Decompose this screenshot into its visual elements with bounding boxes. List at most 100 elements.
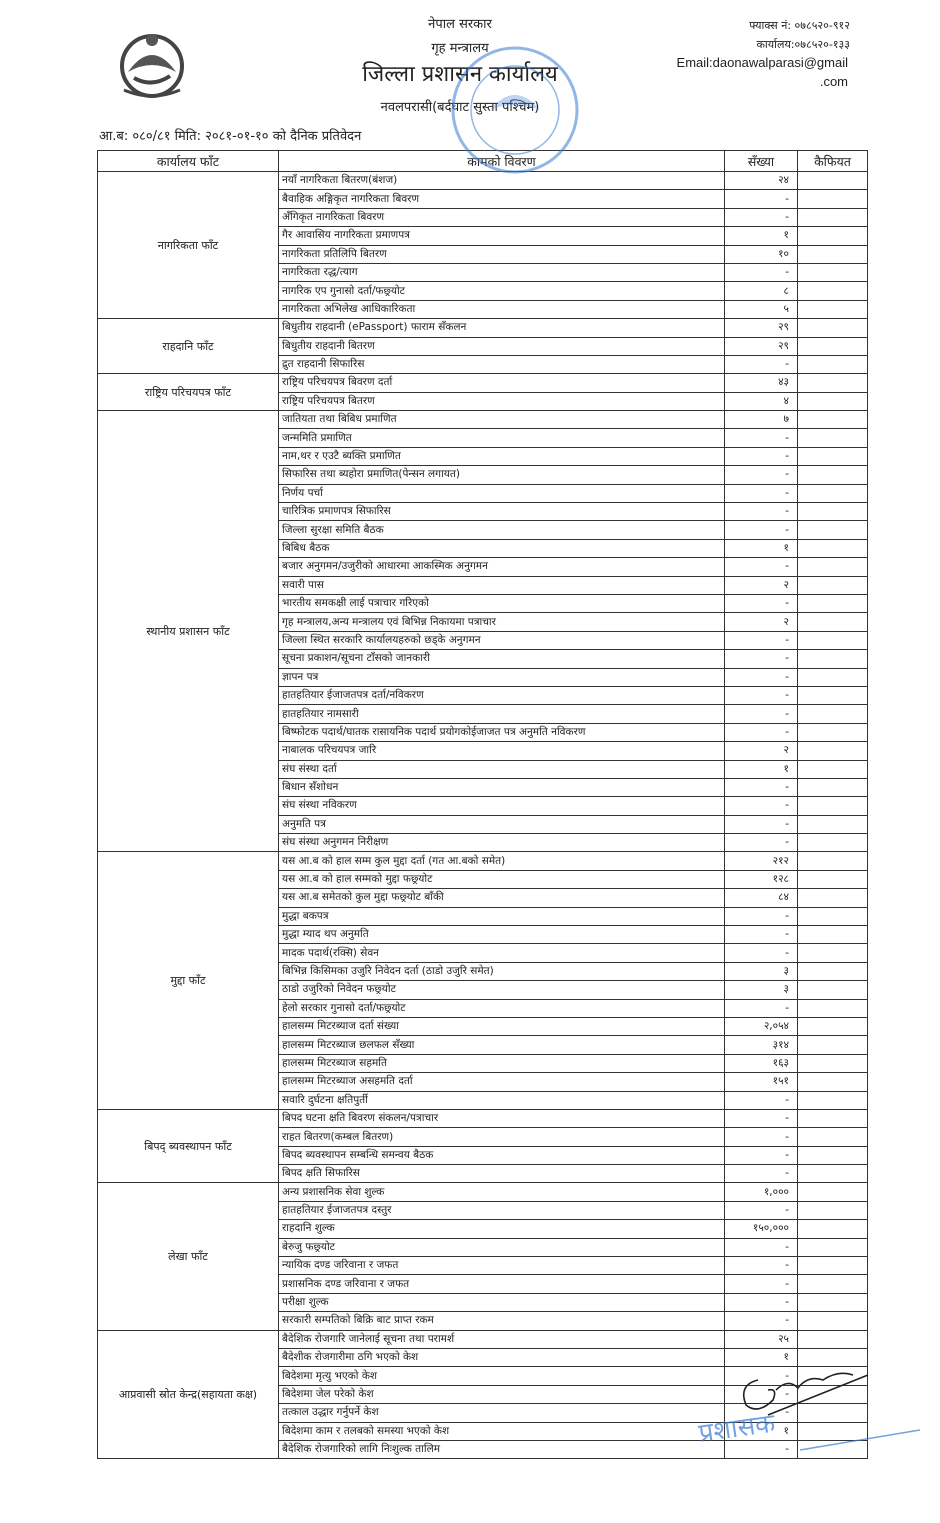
work-description: जातियता तथा बिबिध प्रमाणित <box>278 410 725 430</box>
remarks-cell <box>797 1090 868 1110</box>
count-value: १ <box>724 759 798 779</box>
work-description: बिभिन्न किसिमका उजुरि निवेदन दर्ता (ठाडो… <box>278 961 725 982</box>
remarks-cell <box>797 796 868 816</box>
work-description: गृह मन्त्रालय,अन्य मन्त्रालय एवं बिभिन्न… <box>278 612 725 632</box>
count-value: - <box>724 593 798 614</box>
count-value: - <box>724 1200 798 1221</box>
work-description: संघ संस्था नविकरण <box>278 796 725 816</box>
work-description: हालसम्म मिटरब्याज छलफल सँख्या <box>278 1035 725 1055</box>
remarks-cell <box>797 961 868 982</box>
count-value: ४ <box>724 391 798 412</box>
table-row: बिपद ब्यवस्थापन सम्बन्धि समन्वय बैठक - <box>98 1145 868 1166</box>
work-description: संघ संस्था अनुगमन निरीक्षण <box>278 833 725 853</box>
work-description: सरकारी सम्पतिको बिक्रि बाट प्राप्त रकम <box>278 1311 725 1331</box>
count-value: - <box>724 998 798 1018</box>
table-row: स्थानीय प्रशासन फाँट जातियता तथा बिबिध प्… <box>97 410 868 853</box>
count-value: - <box>724 1145 798 1166</box>
remarks-cell <box>797 1219 868 1239</box>
count-value: - <box>724 925 798 945</box>
count-value: १० <box>724 244 798 264</box>
table-row: जिल्ला सुरक्षा समिति बैठक - <box>98 520 868 540</box>
work-description: ठाडो उजुरिको निवेदन फछ्र्योट <box>278 980 725 1000</box>
work-description: सिफारिस तथा ब्यहोरा प्रमाणित(पेन्सन लगाय… <box>278 465 725 485</box>
remarks-cell <box>797 612 868 632</box>
work-description: राष्ट्रिय परिचयपत्र बिवरण दर्ता <box>278 373 725 393</box>
count-value: - <box>724 1127 798 1147</box>
table-row: बैदेशीक रोजगारीमा ठगि भएको केश १ <box>98 1347 868 1368</box>
remarks-cell <box>797 906 868 927</box>
table-row: मुद्धा म्याद थप अनुमति - <box>98 925 868 945</box>
count-value: - <box>724 943 798 963</box>
count-value: - <box>724 1164 798 1184</box>
remarks-cell <box>797 428 868 448</box>
work-description: अन्य प्रशासनिक सेवा शुल्क <box>278 1182 725 1202</box>
count-value: - <box>724 649 798 669</box>
remarks-cell <box>797 1145 868 1166</box>
remarks-cell <box>797 1182 868 1202</box>
count-value: १ <box>724 226 798 246</box>
section-name: लेखा फाँट <box>97 1182 279 1331</box>
count-value: १२८ <box>724 869 798 890</box>
table-row: नागरिकता फाँट नयाँ नागरिकता बितरण(बंशज) २४ <box>97 170 868 320</box>
signature <box>728 1360 878 1420</box>
table-row: बिदेशमा मृत्यु भएको केश - <box>98 1366 868 1386</box>
remarks-cell <box>797 943 868 963</box>
column-header-remarks: कैफियत <box>797 150 868 172</box>
count-value: - <box>724 262 798 283</box>
work-description: ज्ञापन पत्र <box>278 667 725 687</box>
count-value: २ <box>724 612 798 632</box>
work-description: यस आ.ब समेतको कुल मुद्दा फछ्र्योट बाँकी <box>278 888 725 908</box>
work-description: संघ संस्था दर्ता <box>278 759 725 779</box>
table-body: नागरिकता फाँट नयाँ नागरिकता बितरण(बंशज) २४… <box>97 170 868 1460</box>
table-header-row: कार्यालय फाँट कामको विवरण सँख्या कैफियत <box>97 150 868 172</box>
count-value: - <box>724 685 798 706</box>
count-value: ३ <box>724 961 798 982</box>
remarks-cell <box>797 520 868 540</box>
remarks-cell <box>797 336 868 356</box>
work-description: यस आ.ब को हाल सम्म कुल मुद्दा दर्ता (गत … <box>278 851 725 871</box>
column-header-section: कार्यालय फाँट <box>97 150 279 172</box>
table-row: यस आ.ब समेतको कुल मुद्दा फछ्र्योट बाँकी ८… <box>98 888 868 908</box>
column-header-count: सँख्या <box>724 150 798 172</box>
remarks-cell <box>797 851 868 871</box>
table-row: सरकारी सम्पतिको बिक्रि बाट प्राप्त रकम - <box>98 1311 868 1331</box>
office-stamp <box>440 30 590 190</box>
work-description: बजार अनुगमन/उजुरीको आधारमा आकस्मिक अनुगम… <box>278 557 725 577</box>
table-row: यस आ.ब को हाल सम्मको मुद्दा फछ्र्योट १२८ <box>98 869 868 890</box>
remarks-cell <box>797 593 868 614</box>
work-description: तत्काल उद्धार गर्नुपर्ने केश <box>278 1403 725 1423</box>
remarks-cell <box>797 1274 868 1294</box>
remarks-cell <box>797 483 868 504</box>
remarks-cell <box>797 925 868 945</box>
count-value: - <box>724 630 798 651</box>
count-value: - <box>724 502 798 522</box>
count-value: ४३ <box>724 373 798 393</box>
remarks-cell <box>797 998 868 1018</box>
table-row: बिधुतीय राहदानी बितरण २९ <box>98 336 868 356</box>
work-description: सूचना प्रकाशन/सूचना टाँसको जानकारी <box>278 649 725 669</box>
count-value: १,००० <box>724 1182 798 1202</box>
count-value: - <box>724 1237 798 1258</box>
work-description: बिदेशमा मृत्यु भएको केश <box>278 1366 725 1386</box>
table-row: बैदेशिक रोजगारिको लागि निःशुल्क तालिम - <box>98 1439 868 1460</box>
count-value: ३१४ <box>724 1035 798 1055</box>
table-row: बिपद् ब्यवस्थापन फाँट बिपद घटना क्षति बिव… <box>97 1108 868 1184</box>
email-line-1: Email:daonawalparasi@gmail <box>676 55 848 70</box>
remarks-cell <box>797 1329 868 1350</box>
count-value: - <box>724 1292 798 1313</box>
table-row: मादक पदार्थ(रक्सि) सेवन - <box>98 943 868 963</box>
remarks-cell <box>797 465 868 485</box>
remarks-cell <box>797 557 868 577</box>
remarks-cell <box>797 281 868 301</box>
count-value: - <box>724 1256 798 1276</box>
remarks-cell <box>797 980 868 1000</box>
work-description: नागरिकता अभिलेख आधिकारिकता <box>278 299 725 320</box>
table-row: तत्काल उद्धार गर्नुपर्ने केश - <box>98 1403 868 1423</box>
remarks-cell <box>797 1311 868 1331</box>
remarks-cell <box>797 1072 868 1092</box>
ministry-name: गृह मन्त्रालय <box>431 41 489 56</box>
table-row: हालसम्म मिटरब्याज दर्ता संख्या २,०५४ <box>98 1016 868 1037</box>
remarks-cell <box>797 888 868 908</box>
table-row: ठाडो उजुरिको निवेदन फछ्र्योट ३ <box>98 980 868 1000</box>
count-value: ८ <box>724 281 798 301</box>
